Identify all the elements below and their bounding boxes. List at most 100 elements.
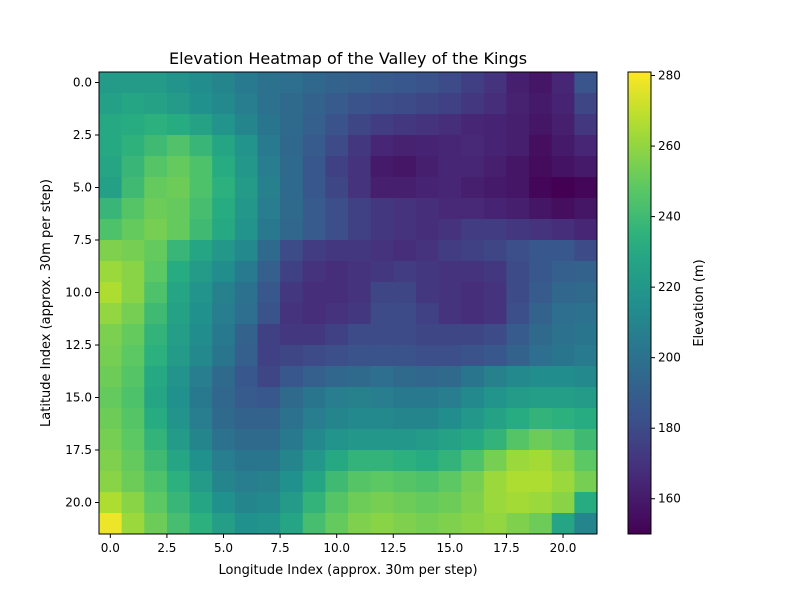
heatmap-cell — [189, 282, 213, 304]
heatmap-cell — [529, 135, 553, 157]
heatmap-cell — [99, 513, 123, 535]
heatmap-cell — [415, 450, 439, 472]
x-tick-label: 20.0 — [550, 541, 577, 555]
heatmap-cell — [393, 135, 417, 157]
heatmap-cell — [551, 282, 575, 304]
heatmap-cell — [393, 513, 417, 535]
heatmap-cell — [506, 261, 530, 283]
heatmap-cell — [144, 303, 168, 325]
heatmap-cell — [438, 240, 462, 262]
heatmap-cell — [99, 93, 123, 115]
heatmap-cell — [529, 345, 553, 367]
heatmap-cell — [348, 198, 372, 220]
heatmap-cell — [280, 177, 304, 199]
heatmap-cell — [551, 240, 575, 262]
heatmap-cell — [415, 177, 439, 199]
heatmap-cell — [189, 135, 213, 157]
heatmap-cell — [506, 408, 530, 430]
heatmap-cell — [415, 471, 439, 493]
heatmap-cell — [121, 93, 145, 115]
heatmap-cell — [415, 282, 439, 304]
heatmap-cell — [234, 72, 258, 94]
heatmap-cell — [415, 114, 439, 136]
heatmap-cell — [257, 93, 281, 115]
heatmap-cell — [257, 429, 281, 451]
heatmap-cell — [574, 156, 598, 178]
heatmap-cell — [212, 408, 236, 430]
heatmap-cell — [574, 450, 598, 472]
heatmap-cell — [551, 492, 575, 514]
heatmap-cell — [234, 492, 258, 514]
heatmap-cell — [438, 219, 462, 241]
heatmap-cell — [574, 471, 598, 493]
heatmap-cell — [438, 345, 462, 367]
heatmap-cell — [506, 429, 530, 451]
heatmap-cell — [234, 261, 258, 283]
heatmap-cell — [121, 387, 145, 409]
heatmap-cell — [529, 513, 553, 535]
heatmap-cell — [393, 429, 417, 451]
heatmap-cell — [99, 114, 123, 136]
heatmap-cell — [302, 156, 326, 178]
heatmap-cell — [234, 387, 258, 409]
heatmap-cell — [461, 72, 485, 94]
heatmap-cell — [166, 471, 190, 493]
heatmap-cell — [280, 282, 304, 304]
heatmap-cell — [370, 408, 394, 430]
heatmap-cell — [325, 513, 349, 535]
heatmap-cell — [529, 303, 553, 325]
heatmap-cell — [302, 198, 326, 220]
heatmap-cell — [302, 492, 326, 514]
heatmap-cell — [144, 177, 168, 199]
heatmap-cell — [438, 387, 462, 409]
heatmap-cell — [574, 387, 598, 409]
heatmap-cell — [234, 156, 258, 178]
heatmap-cell — [257, 408, 281, 430]
heatmap-cell — [280, 198, 304, 220]
heatmap-cell — [438, 114, 462, 136]
heatmap-cell — [393, 303, 417, 325]
heatmap-cell — [121, 513, 145, 535]
colorbar-ticks: 160 180 200 220 240 260 280 — [651, 69, 681, 506]
heatmap-cell — [483, 282, 507, 304]
heatmap-cell — [348, 408, 372, 430]
heatmap-cell — [144, 429, 168, 451]
heatmap-cell — [438, 513, 462, 535]
heatmap-cell — [121, 219, 145, 241]
x-tick-label: 0.0 — [101, 541, 120, 555]
heatmap-cell — [234, 93, 258, 115]
heatmap-cell — [166, 240, 190, 262]
y-axis-ticks: 0.0 2.5 5.0 7.5 10.0 12.5 15.0 17.5 20.0 — [65, 76, 99, 510]
heatmap-cell — [393, 282, 417, 304]
heatmap-cell — [415, 513, 439, 535]
heatmap-cell — [166, 429, 190, 451]
heatmap-cell — [529, 261, 553, 283]
heatmap-cell — [189, 366, 213, 388]
heatmap-cell — [506, 240, 530, 262]
heatmap-cell — [257, 177, 281, 199]
axes-frame — [98, 71, 598, 535]
heatmap-cell — [370, 219, 394, 241]
heatmap-cell — [121, 72, 145, 94]
heatmap-cell — [234, 219, 258, 241]
heatmap-cell — [529, 240, 553, 262]
heatmap-cell — [415, 366, 439, 388]
heatmap-cell — [166, 492, 190, 514]
heatmap-cell — [257, 303, 281, 325]
heatmap-cell — [461, 114, 485, 136]
heatmap-cell — [144, 492, 168, 514]
heatmap-cell — [166, 114, 190, 136]
heatmap-cell — [212, 261, 236, 283]
x-tick-label: 10.0 — [323, 541, 350, 555]
heatmap-cell — [461, 240, 485, 262]
heatmap-cell — [348, 72, 372, 94]
heatmap-cell — [99, 387, 123, 409]
heatmap-cell — [212, 135, 236, 157]
heatmap-cell — [506, 366, 530, 388]
heatmap-cell — [121, 135, 145, 157]
heatmap-cell — [461, 492, 485, 514]
heatmap-cell — [529, 450, 553, 472]
heatmap-cell — [551, 366, 575, 388]
heatmap-cell — [280, 408, 304, 430]
